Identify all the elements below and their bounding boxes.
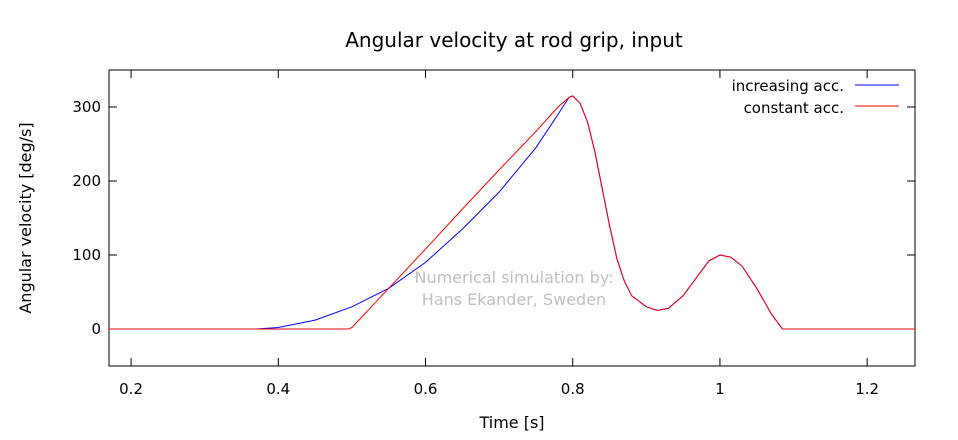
series-lines xyxy=(109,95,915,330)
legend-label-constant: constant acc. xyxy=(744,99,844,117)
x-tick-label: 0.4 xyxy=(266,380,290,398)
watermark-line-2: Hans Ekander, Sweden xyxy=(422,290,606,309)
x-tick-label: 0.6 xyxy=(414,380,438,398)
y-tick-label: 0 xyxy=(91,320,101,338)
x-tick-label: 0.2 xyxy=(119,380,143,398)
x-tick-label: 0.8 xyxy=(561,380,585,398)
x-tick-label: 1.2 xyxy=(855,380,879,398)
legend-label-increasing: increasing acc. xyxy=(732,77,844,95)
legend: increasing acc. constant acc. xyxy=(732,77,899,117)
watermark-line-1: Numerical simulation by: xyxy=(414,268,613,287)
x-axis-ticks: 0.2 0.4 0.6 0.8 1 1.2 xyxy=(119,70,879,398)
y-tick-label: 100 xyxy=(72,246,101,264)
y-tick-label: 200 xyxy=(72,172,101,190)
series-constant-acc-line xyxy=(109,95,915,330)
x-tick-label: 1 xyxy=(715,380,725,398)
y-tick-label: 300 xyxy=(72,98,101,116)
plot-frame xyxy=(108,69,916,367)
y-axis-label: Angular velocity [deg/s] xyxy=(16,122,35,313)
chart-title: Angular velocity at rod grip, input xyxy=(345,28,683,52)
x-axis-label: Time [s] xyxy=(478,413,544,432)
